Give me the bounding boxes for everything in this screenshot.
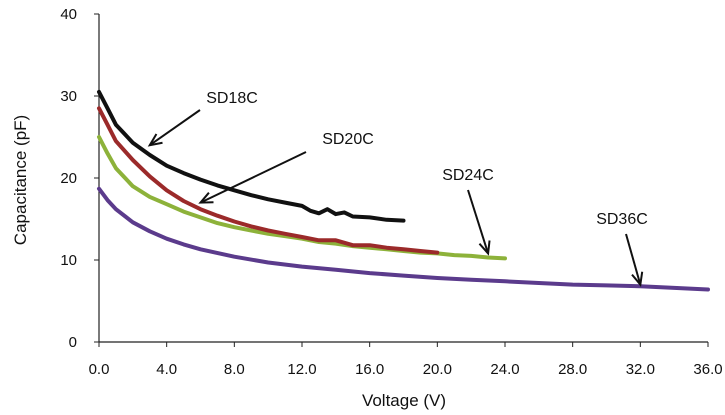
- x-tick-label: 32.0: [626, 361, 655, 378]
- series-line-sd20c: [97, 106, 440, 255]
- axes: 0 10 20 30 40 0.0 4.0 8.0 12.0 16.0 20.0 24.0 28.0 32…: [60, 6, 722, 378]
- y-tick-label: 30: [60, 88, 77, 105]
- annotation-arrowhead-sd36c: [631, 271, 644, 287]
- annotation-arrow-sd18c: [149, 109, 201, 147]
- annotation-box-sd18c: [160, 76, 288, 116]
- annotation-box-sd36c: [568, 200, 668, 240]
- x-tick-label: 20.0: [423, 361, 452, 378]
- x-tick-label: 36.0: [693, 361, 722, 378]
- annotation-box-sd24c: [416, 155, 520, 195]
- annotation-arrow-sd24c: [467, 189, 490, 254]
- annotation-arrow-sd20c: [200, 151, 307, 204]
- x-tick-label: 0.0: [89, 361, 110, 378]
- x-tick-label: 8.0: [224, 361, 245, 378]
- annotation-label-sd20c: SD20C: [322, 131, 374, 148]
- annotation-label-sd18c: SD18C: [206, 90, 258, 107]
- annotation-arrow-sd36c: [625, 233, 642, 285]
- annotation-arrowhead-sd20c: [198, 192, 214, 204]
- annotation-label-sd24c: SD24C: [442, 167, 494, 184]
- y-tick-label: 40: [60, 6, 77, 23]
- x-tick-label: 24.0: [490, 361, 519, 378]
- series-layer: [97, 89, 710, 292]
- annotation-arrowhead-sd24c: [478, 240, 491, 256]
- y-tick-label: 20: [60, 170, 77, 187]
- x-tick-label: 16.0: [355, 361, 384, 378]
- y-axis-title: Capacitance (pF): [11, 115, 30, 245]
- x-tick-label: 28.0: [558, 361, 587, 378]
- annotation-label-sd36c: SD36C: [596, 211, 648, 228]
- y-tick-label: 10: [60, 252, 77, 269]
- y-tick-label: 0: [69, 334, 77, 351]
- series-line-sd18c: [97, 89, 406, 223]
- annotation-box-sd20c: [282, 124, 386, 164]
- annotation-layer: SD18C SD20C SD24C SD36C: [147, 76, 668, 287]
- annotation-arrowhead-sd18c: [147, 133, 163, 147]
- series-line-sd36c: [97, 186, 710, 292]
- x-tick-label: 4.0: [156, 361, 177, 378]
- x-tick-label: 12.0: [287, 361, 316, 378]
- x-axis-title: Voltage (V): [362, 391, 446, 410]
